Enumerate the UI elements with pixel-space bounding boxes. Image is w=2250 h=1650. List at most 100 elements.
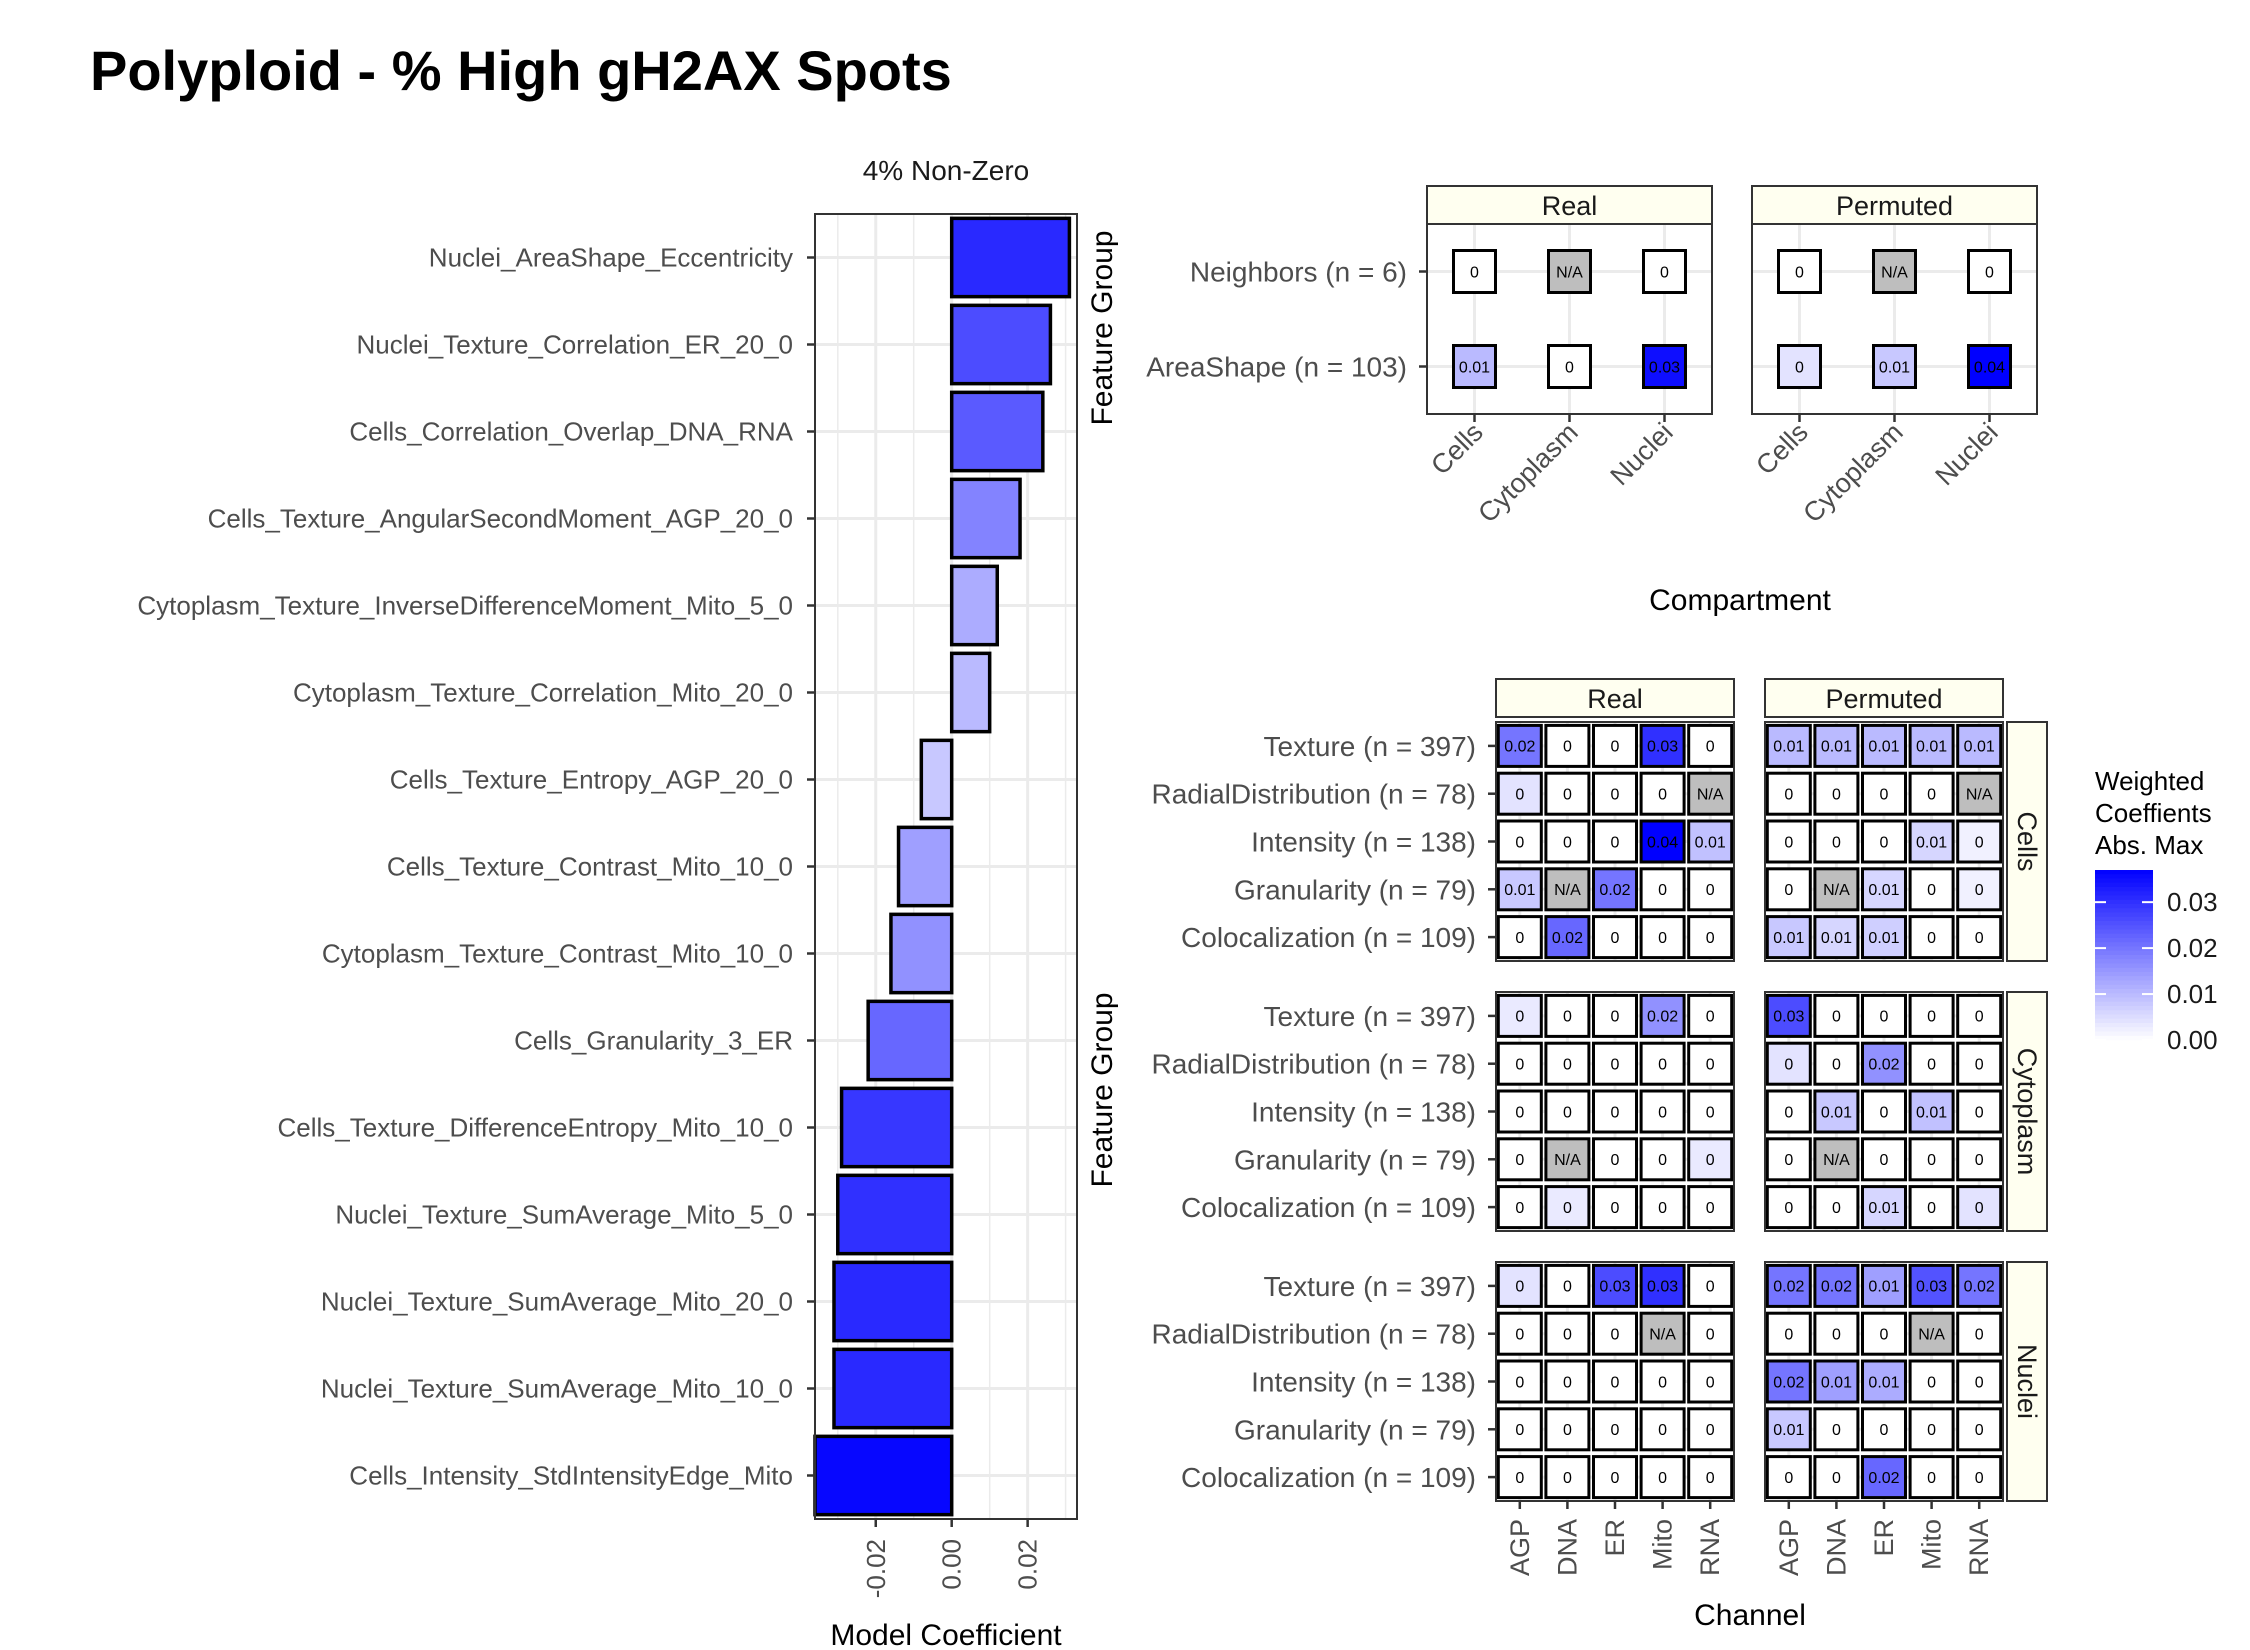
legend-color-step	[2095, 929, 2153, 935]
heat-tile	[1687, 1137, 1734, 1182]
heat-tile	[1956, 915, 2003, 960]
heat-col-strip-label: Real	[1587, 684, 1643, 714]
heat-row-strip-label: Cells	[2012, 811, 2042, 871]
legend-color-step	[2095, 950, 2153, 956]
heat-tile-label: 0	[1975, 1374, 1984, 1391]
heat-row-strip	[2006, 991, 2048, 1232]
heat-row-label: Texture (n = 397)	[1264, 1001, 1476, 1032]
heat-tile	[1592, 1041, 1638, 1086]
heat-tile-label: 0	[1706, 882, 1715, 899]
bar	[949, 651, 992, 734]
heat-strip	[1751, 185, 2038, 225]
heat-tile-label: 0	[1611, 1200, 1620, 1217]
heat-tile	[1544, 993, 1591, 1038]
heat-tile	[1592, 1089, 1638, 1134]
heat-tile-label: 0	[1795, 359, 1804, 376]
heat-row-label: Colocalization (n = 109)	[1181, 1192, 1476, 1223]
heat-tile	[1687, 723, 1734, 768]
heat-row-label: Granularity (n = 79)	[1234, 1414, 1476, 1445]
bar-chart-subtitle: 4% Non-Zero	[863, 155, 1030, 186]
heat-tile	[1639, 1407, 1686, 1452]
heat-tile-label: 0	[1515, 834, 1524, 851]
heat-tile	[1956, 1185, 2003, 1230]
heat-tile	[1861, 1089, 1907, 1134]
heat-tile-label: 0	[1706, 1056, 1715, 1073]
heat-tile-label: 0	[1985, 264, 1994, 281]
heat-tile-label: 0	[1706, 930, 1715, 947]
heat-column-label: Nuclei	[1929, 417, 2003, 491]
bar-category-label: Cells_Correlation_Overlap_DNA_RNA	[349, 417, 793, 447]
heat-row-label: Granularity (n = 79)	[1234, 1144, 1476, 1175]
heat-tile	[1956, 867, 2003, 912]
heat-tile	[1496, 993, 1543, 1038]
heat-tile-label: 0.02	[1552, 930, 1583, 947]
heat-tile-label: 0	[1927, 1200, 1936, 1217]
bar	[866, 999, 954, 1082]
heat-row-label: RadialDistribution (n = 78)	[1152, 1049, 1477, 1080]
heat-tile	[1861, 1041, 1907, 1086]
heat-tile	[1967, 344, 2012, 389]
heat-tile-label: 0	[1880, 1422, 1889, 1439]
heat-tile-label: N/A	[1823, 882, 1850, 899]
heat-tile-label: N/A	[1918, 1326, 1945, 1343]
heat-tile	[1544, 819, 1591, 864]
heat-tile-label: 0.01	[1773, 1422, 1804, 1439]
heat-tile	[1639, 1137, 1686, 1182]
heat-tile	[1956, 1089, 2003, 1134]
heat-tile-label: 0.01	[1821, 930, 1852, 947]
heat-tile-label: 0.02	[1773, 1374, 1804, 1391]
heat-tile-label: 0	[1784, 1152, 1793, 1169]
heat-tile-label: 0	[1832, 1326, 1841, 1343]
heat-tile-label: 0.01	[1773, 930, 1804, 947]
heat-tile-label: 0	[1611, 1374, 1620, 1391]
heat-column-label: Mito	[1917, 1519, 1947, 1570]
heat-tile-label: 0	[1611, 1326, 1620, 1343]
heat-tile-label: N/A	[1556, 264, 1583, 281]
heat-tile	[1861, 819, 1907, 864]
legend-color-step	[2095, 882, 2153, 888]
heat-tile	[1813, 1263, 1860, 1308]
heat-tile-label: 0.03	[1916, 1279, 1947, 1296]
heat-tile-label: 0	[1706, 1152, 1715, 1169]
heat-row-strip	[2006, 1261, 2048, 1502]
legend-title-line: Weighted	[2095, 766, 2204, 796]
heat-tile-label: N/A	[1881, 264, 1908, 281]
bar-category-label: Nuclei_Texture_SumAverage_Mito_5_0	[335, 1200, 793, 1230]
heat-y-axis-label: Feature Group	[1086, 230, 1119, 425]
heat-tile	[1687, 1263, 1734, 1308]
heat-tile	[1777, 344, 1822, 389]
heat-tile-label: 0	[1611, 1056, 1620, 1073]
heat-tile	[1813, 1359, 1860, 1404]
heat-tile-label: 0.02	[1868, 1470, 1899, 1487]
heat-tile-label: 0	[1975, 930, 1984, 947]
heat-row-label: Texture (n = 397)	[1264, 1271, 1476, 1302]
legend-tick-label: 0.00	[2167, 1025, 2218, 1055]
heat-tile-label: 0	[1795, 264, 1804, 281]
heat-tile-label: 0	[1658, 930, 1667, 947]
heat-row-label: Colocalization (n = 109)	[1181, 1462, 1476, 1493]
heat-tile-label: 0	[1515, 1422, 1524, 1439]
heat-tile-label: 0	[1927, 1056, 1936, 1073]
heat-column-label: ER	[1600, 1519, 1630, 1557]
heat-tile-label: 0.01	[1504, 882, 1535, 899]
heat-x-axis-label: Compartment	[1649, 584, 1831, 617]
bar-x-tick-label: -0.02	[861, 1539, 891, 1598]
heat-tile	[1592, 1185, 1638, 1230]
heat-tile	[1967, 249, 2012, 294]
heat-tile-label: 0	[1706, 1200, 1715, 1217]
heat-tile-label: 0.01	[1964, 739, 1995, 756]
heat-tile	[1496, 771, 1543, 816]
heat-tile-label: 0	[1880, 1104, 1889, 1121]
heat-row-label: Granularity (n = 79)	[1234, 874, 1476, 905]
heat-tile-label: 0	[1975, 1470, 1984, 1487]
heat-tile-label: 0.02	[1504, 739, 1535, 756]
heat-tile	[1861, 1407, 1907, 1452]
heat-tile	[1813, 915, 1860, 960]
bar-category-label: Nuclei_Texture_SumAverage_Mito_10_0	[321, 1374, 793, 1404]
heat-tile-label: 0	[1563, 1009, 1572, 1026]
heat-tile	[1639, 1311, 1686, 1356]
heat-tile-label: 0.03	[1599, 1279, 1630, 1296]
heat-tile-label: 0	[1975, 1104, 1984, 1121]
